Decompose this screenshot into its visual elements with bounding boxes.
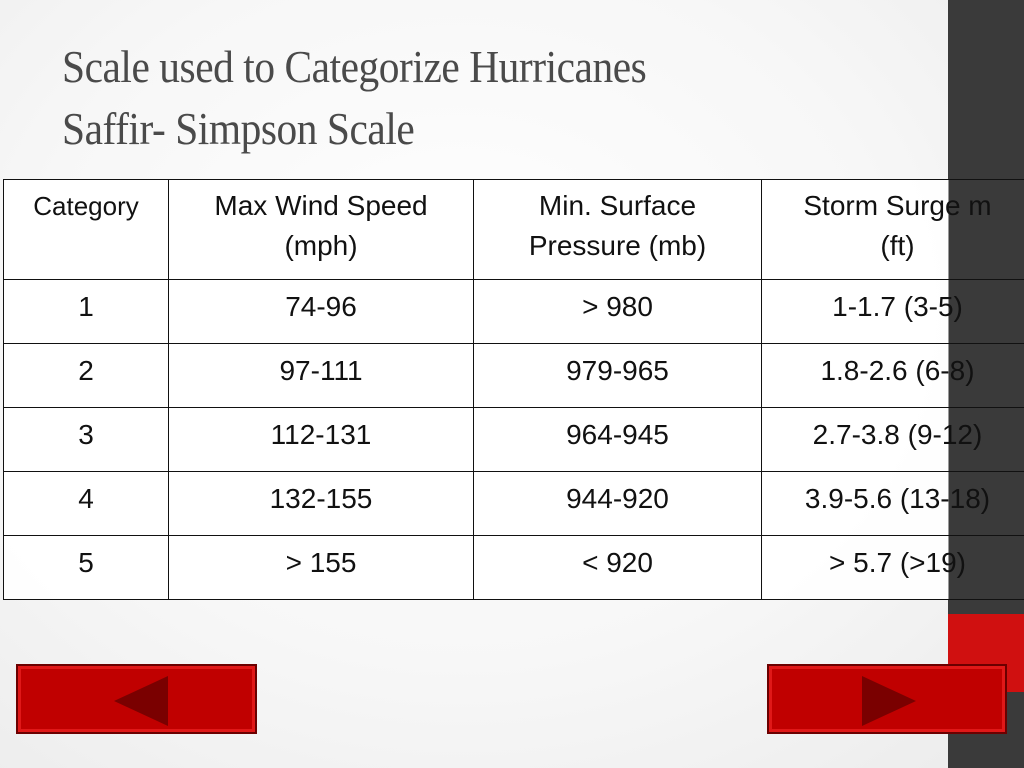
cell-wind-speed: 74-96 [168,279,474,344]
header-pressure-line-1: Min. Surface [538,190,697,221]
slide-title: Scale used to Categorize Hurricanes Saff… [62,36,647,160]
cell-category: 3 [3,407,169,472]
cell-storm-surge: 1.8-2.6 (6-8) [761,343,1024,408]
cell-wind-speed: 97-111 [168,343,474,408]
cell-pressure: 964-945 [473,407,762,472]
title-line-1: Scale used to Categorize Hurricanes [62,41,647,92]
cell-storm-surge: > 5.7 (>19) [761,535,1024,600]
header-category-text: Category [33,191,139,221]
header-surge-line-2: (ft) [880,230,915,261]
cell-pressure: > 980 [473,279,762,344]
cell-pressure: 944-920 [473,471,762,536]
table-header-row: Category Max Wind Speed (mph) Min. Surfa… [3,179,1024,280]
header-max-wind-speed: Max Wind Speed (mph) [168,179,474,280]
header-wind-line-1: Max Wind Speed [214,190,428,221]
triangle-left-icon [114,676,168,726]
table-row: 5 > 155 < 920 > 5.7 (>19) [3,535,1024,600]
header-wind-line-2: (mph) [284,230,358,261]
header-min-pressure: Min. Surface Pressure (mb) [473,179,762,280]
table-row: 3 112-131 964-945 2.7-3.8 (9-12) [3,407,1024,472]
cell-pressure: 979-965 [473,343,762,408]
cell-category: 4 [3,471,169,536]
cell-wind-speed: 132-155 [168,471,474,536]
previous-slide-button[interactable] [16,664,257,734]
cell-storm-surge: 2.7-3.8 (9-12) [761,407,1024,472]
cell-category: 5 [3,535,169,600]
cell-wind-speed: 112-131 [168,407,474,472]
table-row: 2 97-111 979-965 1.8-2.6 (6-8) [3,343,1024,408]
header-category: Category [3,179,169,280]
header-surge-line-1: Storm Surge m [803,190,992,221]
cell-storm-surge: 3.9-5.6 (13-18) [761,471,1024,536]
triangle-right-icon [862,676,916,726]
next-slide-button[interactable] [767,664,1007,734]
table-row: 1 74-96 > 980 1-1.7 (3-5) [3,279,1024,344]
title-line-2: Saffir- Simpson Scale [62,103,415,154]
cell-category: 2 [3,343,169,408]
header-pressure-line-2: Pressure (mb) [528,230,707,261]
saffir-simpson-table: Category Max Wind Speed (mph) Min. Surfa… [3,179,1024,600]
cell-pressure: < 920 [473,535,762,600]
cell-storm-surge: 1-1.7 (3-5) [761,279,1024,344]
header-storm-surge: Storm Surge m (ft) [761,179,1024,280]
cell-wind-speed: > 155 [168,535,474,600]
cell-category: 1 [3,279,169,344]
table-row: 4 132-155 944-920 3.9-5.6 (13-18) [3,471,1024,536]
